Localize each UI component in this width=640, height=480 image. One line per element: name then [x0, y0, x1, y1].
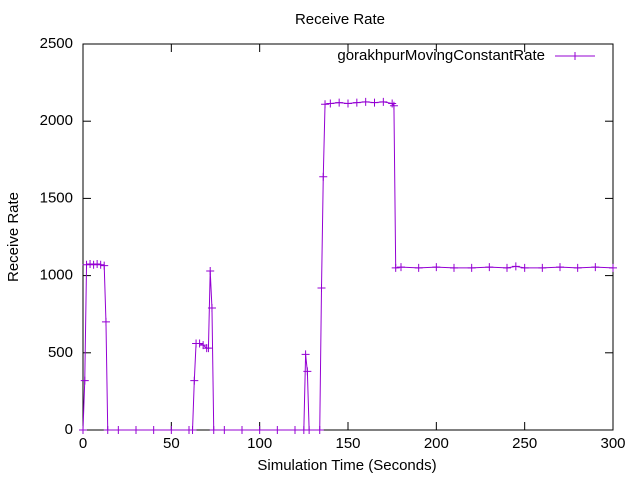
point-marker: [467, 263, 476, 272]
legend-marker: [571, 52, 579, 60]
point-marker: [321, 100, 330, 109]
point-marker: [573, 263, 582, 272]
x-tick-label: 300: [600, 435, 625, 452]
point-marker: [389, 101, 398, 110]
x-tick-label: 100: [247, 435, 272, 452]
point-marker: [317, 283, 326, 292]
point-marker: [397, 263, 405, 272]
point-marker: [591, 263, 600, 272]
point-marker: [432, 263, 441, 272]
point-marker: [305, 426, 314, 434]
point-marker: [204, 344, 213, 353]
point-marker: [195, 339, 204, 348]
point-marker: [556, 263, 564, 272]
point-marker: [206, 266, 215, 275]
point-marker: [96, 260, 105, 269]
point-marker: [89, 260, 98, 269]
point-marker: [188, 426, 197, 434]
chart-title: Receive Rate: [295, 11, 385, 28]
point-marker: [114, 426, 123, 434]
point-marker: [511, 262, 520, 271]
point-marker: [86, 260, 95, 269]
point-marker: [93, 260, 102, 269]
point-marker: [103, 426, 112, 434]
series-line: [82, 101, 614, 431]
point-marker: [291, 426, 299, 434]
point-marker: [220, 426, 229, 434]
x-tick-label: 0: [79, 435, 87, 452]
y-tick-label: 0: [65, 421, 73, 438]
point-marker: [379, 97, 388, 106]
point-marker: [335, 98, 344, 107]
point-marker: [301, 350, 310, 359]
point-marker: [101, 317, 110, 326]
point-marker: [238, 426, 246, 434]
y-tick-label: 500: [48, 344, 73, 361]
point-marker: [520, 263, 529, 272]
point-marker: [315, 426, 324, 434]
point-marker: [450, 263, 458, 272]
point-marker: [344, 99, 352, 108]
point-marker: [149, 426, 158, 434]
y-tick-label: 1000: [40, 267, 73, 284]
point-marker: [190, 376, 199, 385]
point-marker: [303, 367, 312, 376]
point-marker: [352, 98, 361, 107]
point-marker: [209, 426, 218, 434]
x-tick-label: 250: [512, 435, 537, 452]
point-marker: [609, 263, 617, 272]
point-marker: [79, 426, 87, 434]
point-marker: [80, 376, 89, 385]
point-marker: [207, 304, 216, 313]
point-marker: [255, 426, 264, 434]
y-tick-label: 1500: [40, 189, 73, 206]
point-marker: [485, 263, 494, 272]
point-marker: [370, 98, 379, 107]
y-tick-label: 2000: [40, 112, 73, 129]
point-marker: [273, 426, 282, 434]
x-tick-label: 200: [424, 435, 449, 452]
point-marker: [503, 263, 511, 272]
x-axis-label: Simulation Time (Seconds): [257, 457, 436, 474]
point-marker: [100, 261, 109, 270]
point-marker: [326, 99, 335, 108]
point-marker: [361, 97, 370, 106]
x-tick-label: 150: [335, 435, 360, 452]
point-marker: [132, 426, 140, 434]
point-marker: [82, 260, 91, 269]
point-marker: [319, 172, 328, 181]
legend-label: gorakhpurMovingConstantRate: [337, 47, 545, 64]
point-marker: [391, 263, 400, 272]
y-tick-label: 2500: [40, 35, 73, 52]
y-axis-label: Receive Rate: [5, 192, 22, 282]
x-tick-label: 50: [163, 435, 180, 452]
point-marker: [538, 263, 547, 272]
point-marker: [414, 263, 423, 272]
point-marker: [167, 426, 176, 434]
